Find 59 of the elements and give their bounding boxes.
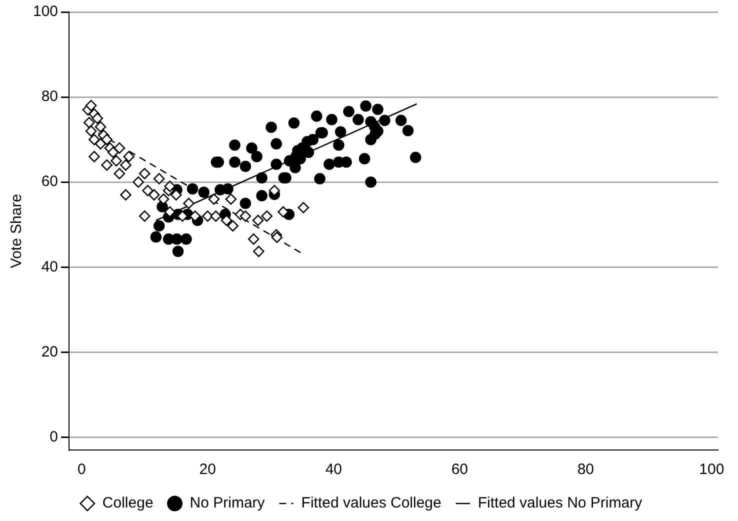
point bbox=[85, 125, 97, 137]
point bbox=[148, 189, 160, 201]
point bbox=[268, 184, 280, 196]
y-tick-label: 20 bbox=[41, 343, 58, 360]
point bbox=[164, 180, 176, 192]
point bbox=[94, 138, 106, 150]
point bbox=[107, 146, 119, 158]
x-tick-label: 100 bbox=[699, 461, 724, 478]
point bbox=[208, 193, 220, 205]
point bbox=[84, 116, 95, 128]
point bbox=[183, 198, 194, 210]
point bbox=[101, 134, 112, 146]
point bbox=[138, 168, 150, 180]
point bbox=[240, 210, 252, 222]
point bbox=[92, 112, 104, 124]
point bbox=[253, 246, 264, 258]
y-tick-label: 0 bbox=[50, 428, 58, 446]
point bbox=[252, 214, 264, 226]
point bbox=[261, 210, 273, 222]
point bbox=[138, 210, 150, 222]
point bbox=[120, 159, 132, 171]
legend-label: No Primary bbox=[190, 494, 266, 512]
point bbox=[114, 142, 126, 154]
x-tick-label: 20 bbox=[199, 461, 216, 478]
point bbox=[142, 184, 154, 196]
legend-label: College bbox=[102, 494, 154, 512]
point bbox=[110, 155, 122, 166]
point bbox=[227, 220, 238, 232]
legend-label: Fitted values No Primary bbox=[478, 494, 643, 512]
x-tick-label: 0 bbox=[77, 461, 86, 478]
point bbox=[278, 206, 289, 218]
y-tick-label: 100 bbox=[32, 3, 58, 20]
point bbox=[101, 159, 112, 171]
x-tick-label: 60 bbox=[451, 461, 468, 478]
y-tick-label: 80 bbox=[41, 88, 58, 106]
point bbox=[248, 233, 260, 245]
point bbox=[120, 189, 132, 201]
point bbox=[298, 202, 310, 214]
point bbox=[85, 100, 97, 112]
x-tick-label: 80 bbox=[577, 461, 594, 478]
point bbox=[271, 232, 283, 244]
x-tick-label: 40 bbox=[325, 461, 342, 478]
y-tick-label: 60 bbox=[41, 173, 58, 190]
point bbox=[220, 214, 232, 226]
point bbox=[210, 210, 222, 222]
point bbox=[202, 210, 214, 222]
point bbox=[158, 193, 170, 205]
point bbox=[88, 134, 100, 146]
point bbox=[132, 176, 144, 188]
legend-label: Fitted values College bbox=[301, 494, 442, 512]
point bbox=[153, 173, 165, 184]
y-axis-title: Vote Share bbox=[8, 194, 26, 268]
point bbox=[225, 193, 237, 205]
point bbox=[170, 189, 182, 201]
point bbox=[114, 168, 126, 180]
point bbox=[88, 150, 100, 162]
y-tick-label: 40 bbox=[41, 258, 58, 276]
point bbox=[123, 150, 135, 162]
point bbox=[94, 121, 106, 132]
